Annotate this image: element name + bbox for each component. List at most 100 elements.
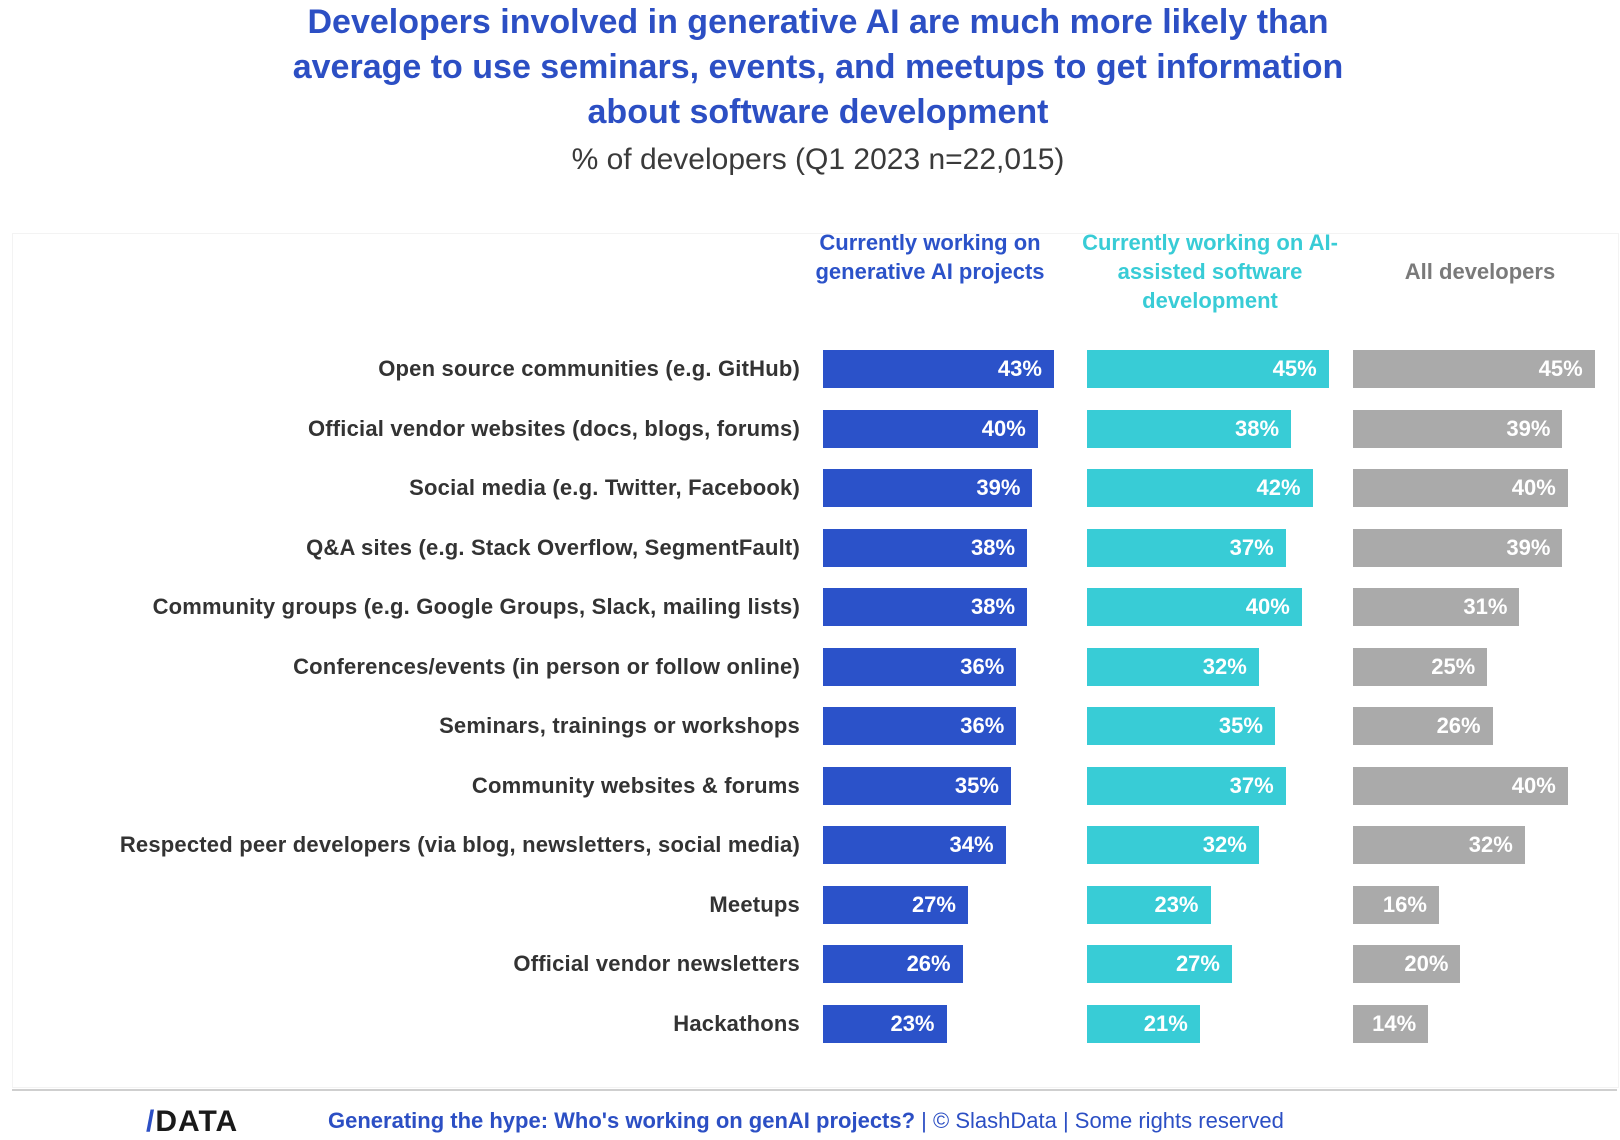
bar-genai [823,945,963,983]
legend-genai: Currently working on generative AI proje… [815,230,1045,284]
category-label: Official vendor newsletters [513,951,800,976]
category-label: Community websites & forums [471,772,800,798]
bar-all-developers [1353,766,1568,805]
bar-value-label: 21% [1143,1010,1188,1036]
bar-value-label: 16% [1382,891,1427,917]
bar-value-label: 36% [960,653,1005,679]
bar-ai-assisted [1087,409,1292,448]
bar-all-developers [1353,826,1525,864]
bar-value-label: 45% [1272,356,1317,381]
category-label: Conferences/events (in person or follow … [293,653,800,679]
bar-value-label: 23% [890,1010,935,1036]
bar-genai [823,707,1017,745]
slashdata-logo: /DATA [146,1105,238,1139]
bar-value-label: 31% [1463,594,1508,619]
bar-value-label: 25% [1431,653,1476,679]
bar-genai [823,469,1033,507]
bar-ai-assisted [1087,945,1232,983]
bar-genai [823,588,1028,626]
logo-text: DATA [155,1105,239,1138]
bar-value-label: 20% [1404,951,1449,976]
legend-all-developers: All developers [1404,259,1556,284]
bar-value-label: 26% [906,951,951,976]
bar-ai-assisted [1087,350,1329,388]
title-line: about software development [587,93,1049,131]
bar-all-developers [1353,409,1563,448]
bar-value-label: 27% [1175,951,1220,976]
bar-all-developers [1353,350,1595,388]
bar-genai [823,528,1028,567]
bar-genai [823,647,1017,686]
bar-value-label: 40% [981,415,1026,441]
bar-value-label: 38% [1235,415,1280,441]
bar-genai [823,826,1006,864]
category-label: Meetups [709,891,800,917]
bar-value-label: 34% [949,832,994,857]
bar-ai-assisted [1087,766,1286,805]
title-line: Developers involved in generative AI are… [307,3,1329,41]
bar-value-label: 36% [960,713,1005,738]
bar-value-label: 40% [1511,772,1556,798]
bar-value-label: 39% [976,475,1021,500]
bar-ai-assisted [1087,588,1302,626]
category-label: Q&A sites (e.g. Stack Overflow, SegmentF… [306,534,800,560]
bar-value-label: 32% [1468,832,1513,857]
footer-text: Generating the hype: Who's working on ge… [328,1108,1284,1134]
bar-value-label: 42% [1256,475,1301,500]
logo-slash-icon: / [146,1105,156,1138]
footer-divider [12,1089,1617,1091]
bar-ai-assisted [1087,647,1259,686]
bar-ai-assisted [1087,826,1259,864]
category-label: Social media (e.g. Twitter, Facebook) [409,475,800,500]
category-label: Respected peer developers (via blog, new… [119,832,800,857]
bar-ai-assisted [1087,528,1286,567]
report-title: Generating the hype: Who's working on ge… [328,1108,916,1133]
bar-all-developers [1353,528,1563,567]
bar-all-developers [1353,1004,1429,1043]
bar-value-label: 32% [1202,653,1247,679]
category-label: Community groups (e.g. Google Groups, Sl… [152,594,800,619]
bar-value-label: 40% [1511,475,1556,500]
chart-title: Developers involved in generative AI are… [0,0,1620,135]
bar-all-developers [1353,885,1439,924]
category-label: Hackathons [673,1010,800,1036]
bar-genai [823,1004,947,1043]
bar-value-label: 39% [1506,415,1551,441]
bar-genai [823,766,1011,805]
bar-all-developers [1353,469,1568,507]
bar-all-developers [1353,588,1520,626]
chart-subtitle: % of developers (Q1 2023 n=22,015) [571,143,1065,176]
bar-value-label: 23% [1154,891,1199,917]
copyright: | © SlashData | Some rights reserved [915,1108,1284,1133]
bar-all-developers [1353,707,1493,745]
bar-genai [823,350,1054,388]
chart-panel [12,233,1619,1088]
bar-ai-assisted [1087,1004,1200,1043]
bar-value-label: 14% [1372,1010,1417,1036]
bar-value-label: 38% [971,534,1016,560]
bar-value-label: 37% [1229,772,1274,798]
bar-genai [823,409,1038,448]
bar-value-label: 27% [911,891,956,917]
bar-value-label: 35% [954,772,999,798]
category-label: Open source communities (e.g. GitHub) [378,356,800,381]
bar-value-label: 38% [971,594,1016,619]
bar-value-label: 26% [1436,713,1481,738]
bar-ai-assisted [1087,885,1211,924]
bar-value-label: 40% [1245,594,1290,619]
bar-all-developers [1353,647,1488,686]
bar-ai-assisted [1087,707,1275,745]
bar-value-label: 37% [1229,534,1274,560]
bar-value-label: 32% [1202,832,1247,857]
bar-value-label: 39% [1506,534,1551,560]
title-line: average to use seminars, events, and mee… [292,48,1344,86]
bar-ai-assisted [1087,469,1313,507]
bar-value-label: 35% [1218,713,1263,738]
category-label: Official vendor websites (docs, blogs, f… [307,415,800,441]
category-label: Seminars, trainings or workshops [439,713,800,738]
bar-genai [823,885,968,924]
legend-ai-assisted: Currently working on AI-assisted softwar… [1082,230,1338,313]
bar-value-label: 45% [1538,356,1583,381]
bar-value-label: 43% [997,356,1042,381]
bar-all-developers [1353,945,1461,983]
